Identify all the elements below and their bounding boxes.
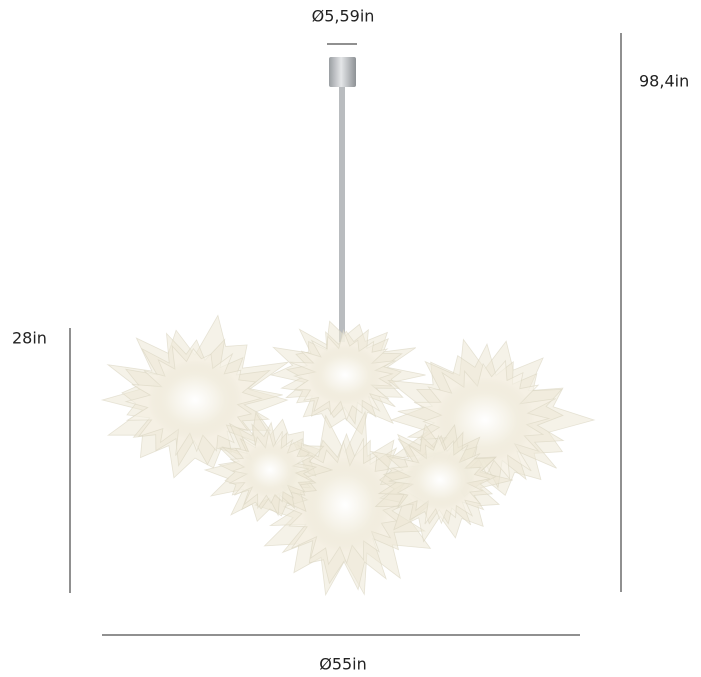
light-glow xyxy=(307,345,383,405)
canopy-diameter-label: Ø5,59in xyxy=(312,7,375,26)
light-glow xyxy=(240,442,300,498)
light-glow xyxy=(300,457,390,553)
canopy xyxy=(329,57,356,87)
body-height-label: 28in xyxy=(12,329,47,348)
body-diameter-label: Ø55in xyxy=(319,655,367,674)
total-height-label: 98,4in xyxy=(639,72,689,91)
light-glow xyxy=(405,450,475,510)
light-glow xyxy=(147,360,243,440)
lamp-illustration xyxy=(100,57,596,597)
rod xyxy=(339,86,345,342)
